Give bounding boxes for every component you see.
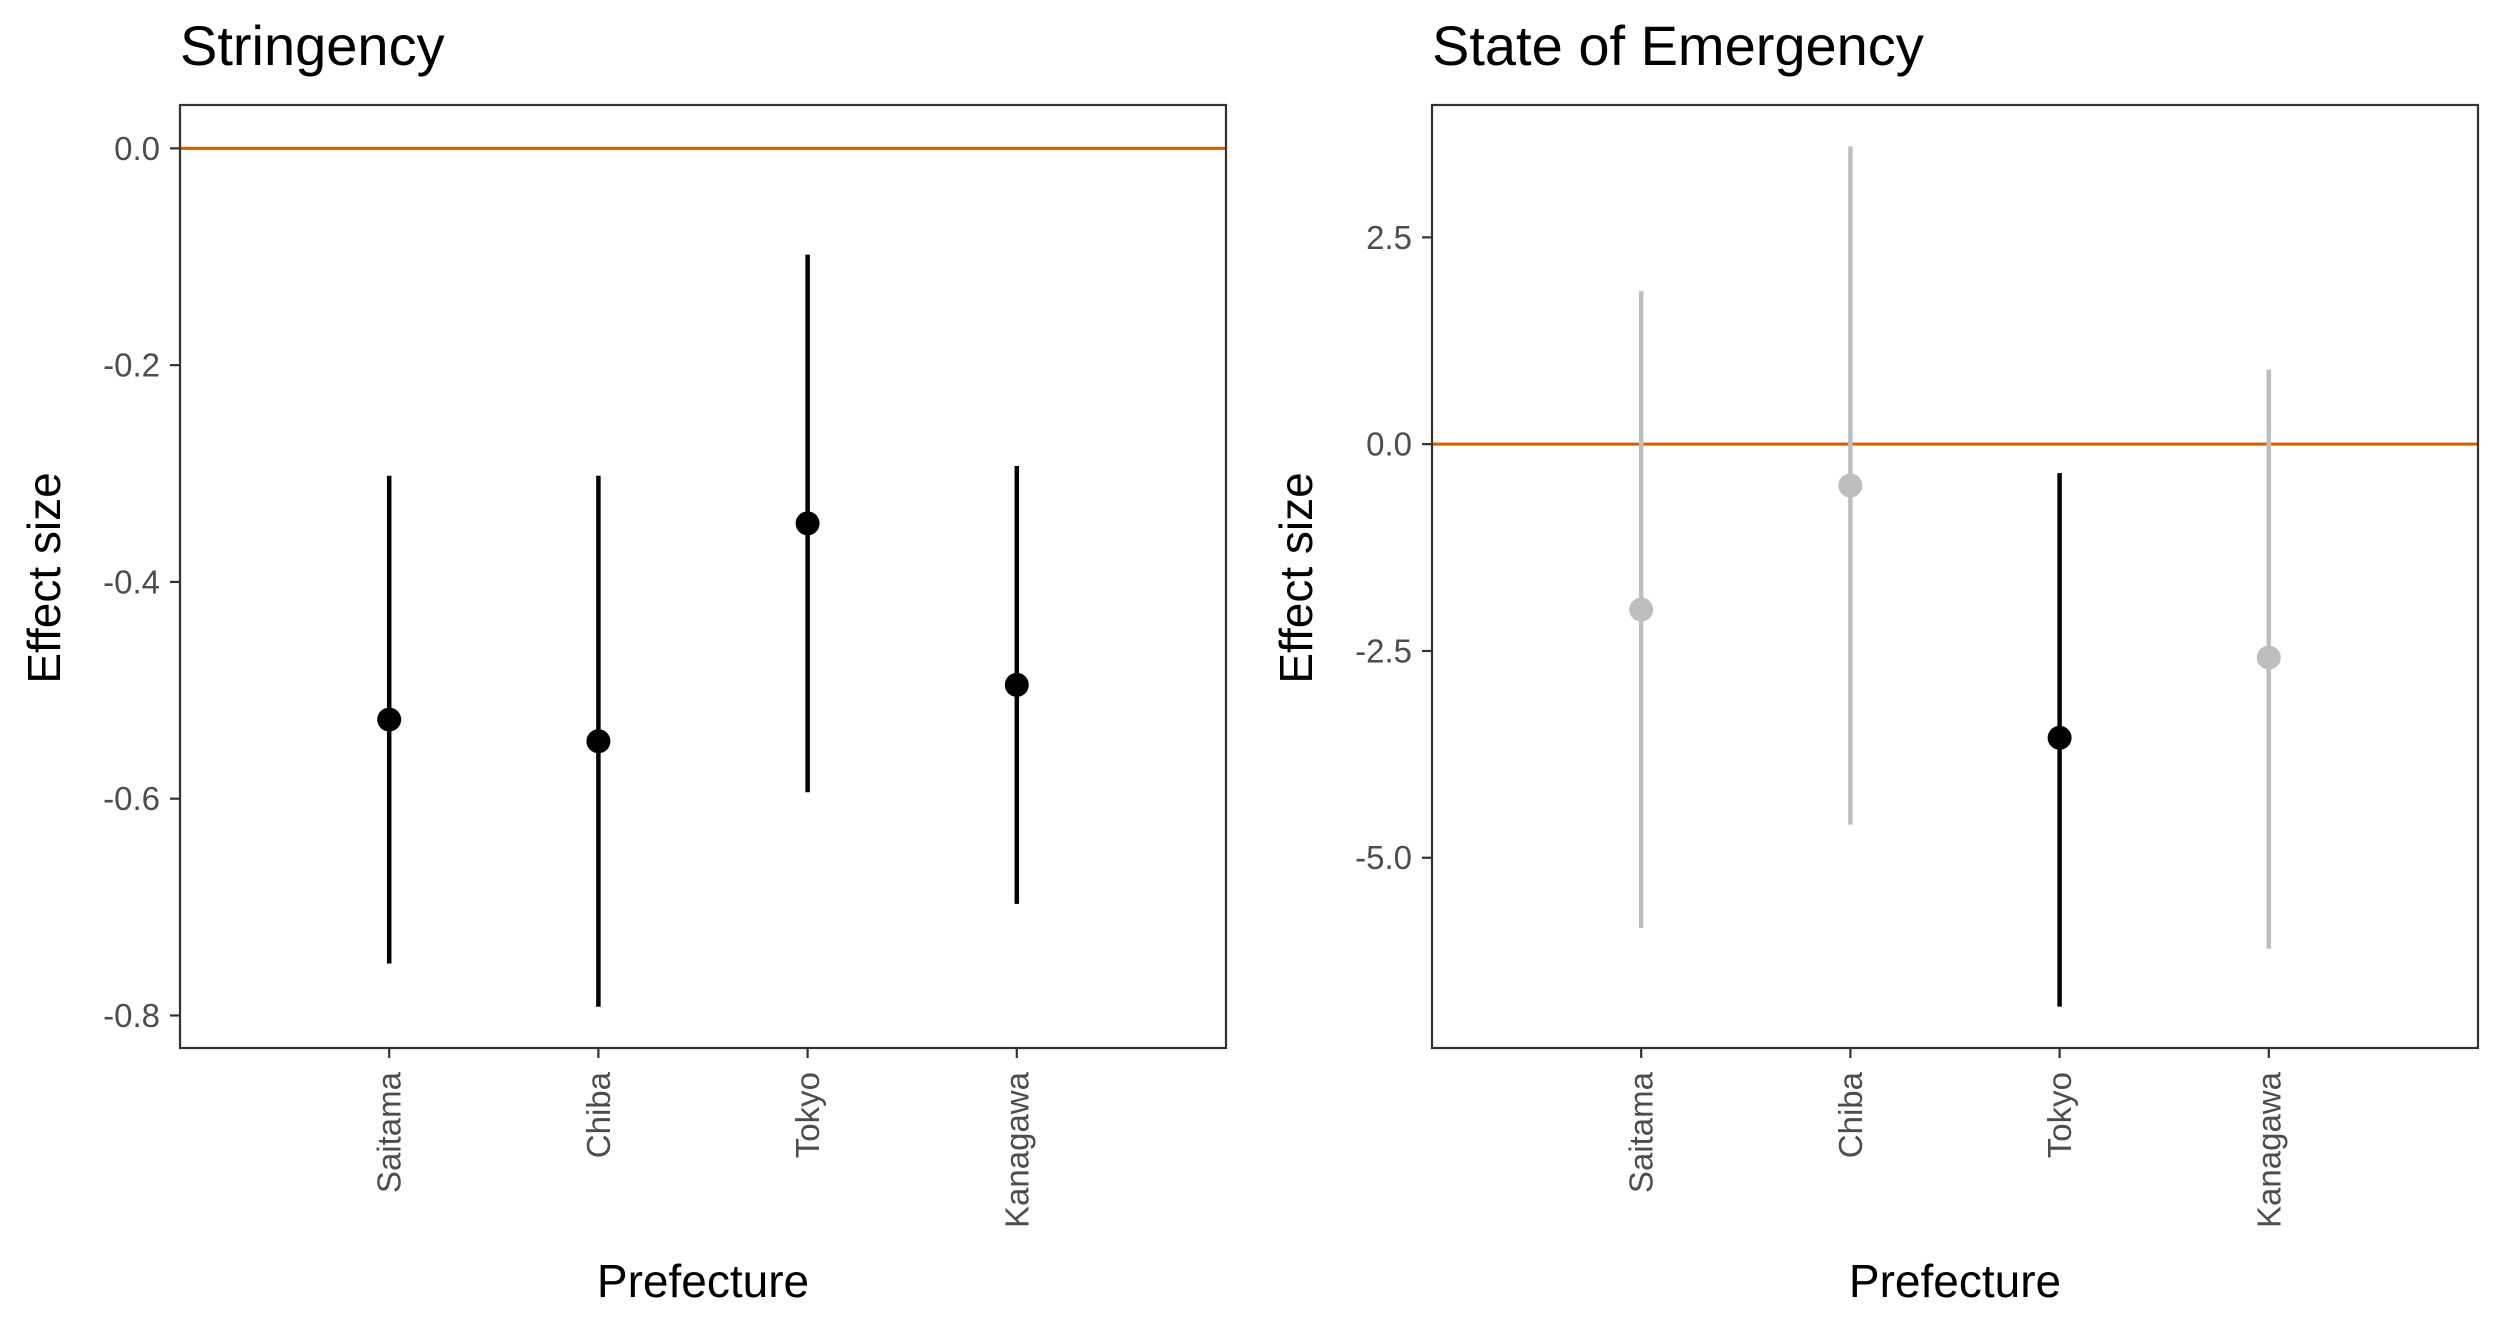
panel-state-of-emergency: State of Emergency Effect size Prefectur…	[1270, 14, 2480, 1307]
x-tick-label: Saitama	[371, 1071, 408, 1193]
y-tick-label: -0.6	[103, 780, 160, 817]
point-saitama	[1629, 597, 1654, 622]
x-axis-title: Prefecture	[1849, 1255, 2061, 1307]
y-tick-label: -0.8	[103, 997, 160, 1034]
x-tick-label: Chiba	[1832, 1071, 1869, 1158]
point-tokyo	[795, 511, 820, 536]
x-tick-label: Chiba	[580, 1071, 617, 1158]
panel-border	[1430, 103, 2480, 1050]
y-axis-title: Effect size	[18, 472, 70, 683]
x-tick-label: Kanagawa	[2250, 1071, 2287, 1228]
x-axis-title: Prefecture	[597, 1255, 809, 1307]
y-tick-label: -2.5	[1355, 632, 1412, 669]
panel-stringency: Stringency Effect size Prefecture 0.0 -0.…	[18, 14, 1228, 1307]
point-chiba	[586, 729, 611, 754]
panel-border	[178, 103, 1228, 1050]
y-tick-label: -0.2	[103, 347, 160, 384]
y-tick-label: -0.4	[103, 563, 160, 600]
panel-title: State of Emergency	[1432, 14, 1924, 77]
point-chiba	[1838, 473, 1863, 498]
x-tick-label: Kanagawa	[998, 1071, 1035, 1228]
y-tick-label: 2.5	[1366, 219, 1412, 256]
point-tokyo	[2047, 725, 2072, 750]
panel-title: Stringency	[180, 14, 445, 77]
y-tick-label: 0.0	[114, 130, 160, 167]
y-tick-label: 0.0	[1366, 426, 1412, 463]
x-tick-label: Saitama	[1623, 1071, 1660, 1193]
point-kanagawa	[1004, 672, 1029, 697]
point-saitama	[377, 707, 402, 732]
x-tick-label: Tokyo	[2041, 1072, 2078, 1158]
y-tick-label: -5.0	[1355, 839, 1412, 876]
point-kanagawa	[2256, 645, 2281, 670]
x-tick-label: Tokyo	[789, 1072, 826, 1158]
y-axis-title: Effect size	[1270, 472, 1322, 683]
